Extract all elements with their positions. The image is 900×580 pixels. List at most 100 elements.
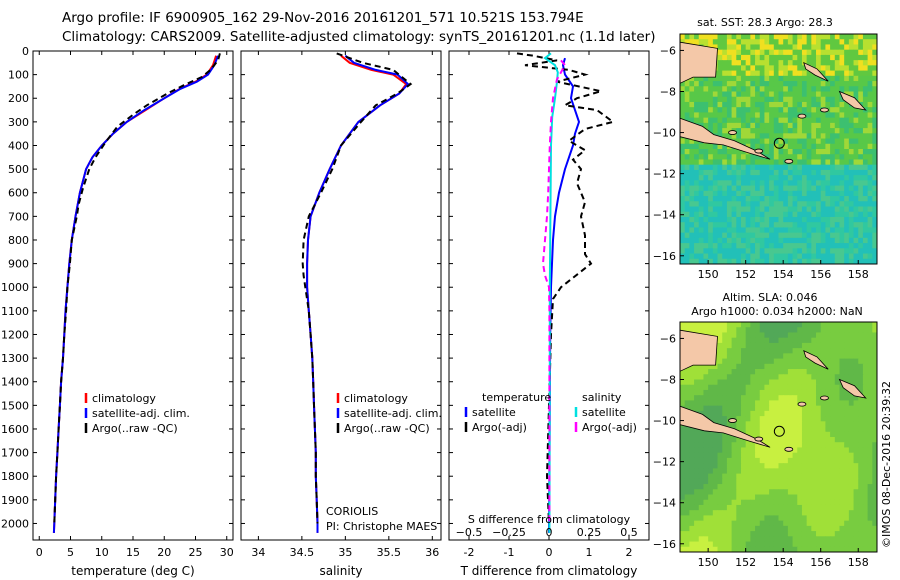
sla_map-cell <box>703 322 709 328</box>
sst_map-cell <box>717 159 723 166</box>
sla_map-cell <box>731 389 737 396</box>
sla_map-cell <box>820 421 826 428</box>
sst_map-cell <box>698 81 704 87</box>
sst_map-cell <box>778 248 784 255</box>
sst_map-cell <box>839 190 845 197</box>
sla_map-cell <box>867 541 873 548</box>
sla_map-cell <box>778 379 784 386</box>
sst_map-cell <box>712 75 719 82</box>
sst_map-cell <box>853 237 859 244</box>
sla_map-cell <box>712 499 719 506</box>
ytick-label: 600 <box>8 187 29 200</box>
sst_map-cell <box>806 258 812 265</box>
sla_map-cell <box>806 463 812 469</box>
sla_map-cell <box>872 327 878 333</box>
sla_map-cell <box>872 431 878 438</box>
sst_map-cell <box>764 227 770 234</box>
sst_map-cell <box>759 216 765 223</box>
sla_map-cell <box>825 473 831 480</box>
sst_map-cell <box>811 258 817 265</box>
sla_map-cell <box>792 410 798 417</box>
sla_map-cell <box>750 504 756 511</box>
sst_map-cell <box>684 258 690 265</box>
sla_map-cell <box>740 348 747 354</box>
sla_map-cell <box>684 504 690 511</box>
sla_map-cell <box>745 431 751 438</box>
sla_map-cell <box>830 395 836 401</box>
sla_map-cell <box>816 384 822 391</box>
sla_map-cell <box>764 358 770 365</box>
sla_map-cell <box>797 405 803 412</box>
sla_map-cell <box>769 541 775 548</box>
sst_map-cell <box>792 65 798 72</box>
sla_map-cell <box>848 468 855 475</box>
sla_map-cell <box>858 421 864 428</box>
sla_map-cell <box>797 369 803 375</box>
sla_map-cell <box>830 363 836 370</box>
sla_map-cell <box>867 447 873 454</box>
sla_map-cell <box>698 322 704 328</box>
sla_map-cell <box>825 463 831 469</box>
sla_map-cell <box>755 400 761 407</box>
sst_map-cell <box>844 227 850 234</box>
sst_map-cell <box>783 65 789 72</box>
sst_map-cell <box>853 107 859 113</box>
sst_map-cell <box>862 216 869 223</box>
sla_map-cell <box>867 327 873 333</box>
sst_map-cell <box>764 54 770 61</box>
sst_map-cell <box>787 128 794 134</box>
sst_map-cell <box>811 253 817 260</box>
sla_map-cell <box>745 541 751 548</box>
sla_map-cell <box>862 531 869 537</box>
sst_map-cell <box>858 34 864 40</box>
sst_map-cell <box>726 112 733 119</box>
sst_map-cell <box>717 81 723 87</box>
sst_map-cell <box>816 101 822 108</box>
sst_map-cell <box>844 190 850 197</box>
sst_map-cell <box>778 39 784 45</box>
sst_map-cell <box>680 190 686 197</box>
sst_map-cell <box>736 49 742 56</box>
sst_map-cell <box>750 164 756 171</box>
sst_map-cell <box>736 81 742 87</box>
sst_map-cell <box>764 75 770 82</box>
sst_map-cell <box>726 232 733 239</box>
sst_map-cell <box>750 227 756 234</box>
sla_map-cell <box>811 384 817 391</box>
difference-series-line <box>548 57 581 533</box>
sla_map-cell <box>834 363 840 370</box>
sst_map-cell <box>717 175 723 181</box>
sst_map-cell <box>806 248 812 255</box>
sla_map-cell <box>698 369 704 375</box>
sst_map-cell <box>722 91 728 98</box>
sst_map-cell <box>750 185 756 192</box>
sst_map-cell <box>872 206 878 213</box>
sst_map-cell <box>806 128 812 134</box>
sst_map-cell <box>867 138 873 145</box>
sst_map-cell <box>853 175 859 181</box>
sla_map-cell <box>844 499 850 506</box>
sst_map-cell <box>773 248 779 255</box>
sst_map-cell <box>694 34 700 40</box>
sla_map-cell <box>853 525 859 532</box>
sst_map-cell <box>722 34 728 40</box>
sla_map-cell <box>787 410 794 417</box>
sst_map-cell <box>787 164 794 171</box>
sla_map-cell <box>820 374 826 380</box>
sla_map-cell <box>801 520 808 527</box>
sla_map-cell <box>783 531 789 537</box>
sla_map-cell <box>731 384 737 391</box>
sst_map-cell <box>755 243 761 249</box>
sst_map-cell <box>801 101 808 108</box>
sla_map-cell <box>684 389 690 396</box>
sla_map-cell <box>783 363 789 370</box>
sla_map-cell <box>801 426 808 433</box>
sst_map-cell <box>773 164 779 171</box>
sst_map-cell <box>783 81 789 87</box>
sst_map-cell <box>712 227 719 234</box>
sla_map-cell <box>694 363 700 370</box>
sla_map-cell <box>811 437 817 443</box>
sst_map-cell <box>858 117 864 124</box>
sst_map-cell <box>684 196 690 202</box>
sst_map-cell <box>717 190 723 197</box>
